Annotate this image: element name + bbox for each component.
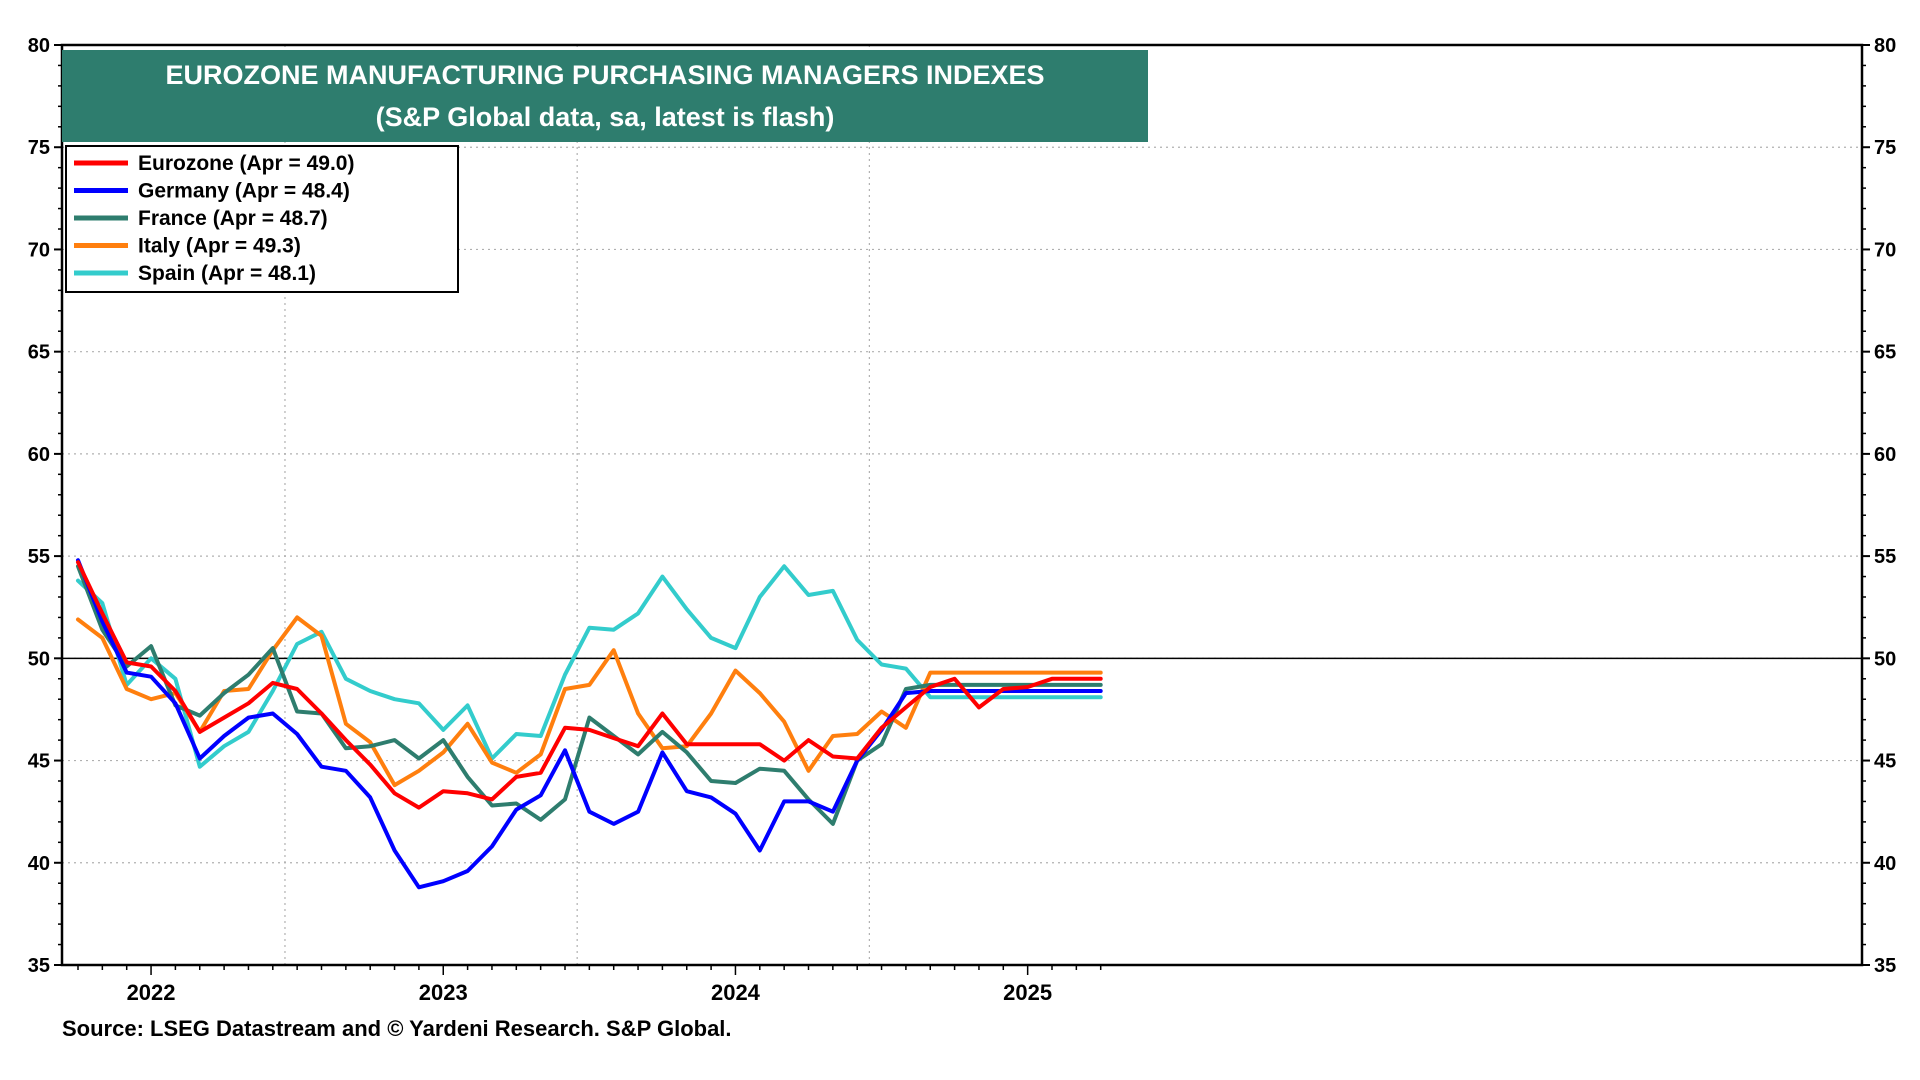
y-tick-label-right: 70 [1874, 239, 1896, 261]
y-tick-label-right: 75 [1874, 137, 1896, 159]
source-note: Source: LSEG Datastream and © Yardeni Re… [62, 1016, 732, 1041]
y-tick-label-left: 35 [28, 955, 50, 977]
y-tick-label-left: 80 [28, 35, 50, 57]
legend-label-germany: Germany (Apr = 48.4) [138, 180, 350, 203]
y-tick-label-right: 80 [1874, 35, 1896, 57]
series-line-italy [76, 615, 1103, 788]
series-line-france [76, 564, 1103, 826]
series-layer [76, 558, 1103, 890]
plot-frame [60, 43, 1864, 967]
y-tick-label-left: 45 [28, 751, 50, 773]
y-tick-label-left: 60 [28, 444, 50, 466]
legend-label-eurozone: Eurozone (Apr = 49.0) [138, 152, 354, 175]
legend-label-spain: Spain (Apr = 48.1) [138, 262, 316, 285]
y-tick-label-right: 50 [1874, 648, 1896, 670]
y-tick-label-left: 40 [28, 853, 50, 875]
x-tick-label: 2025 [1003, 980, 1052, 1005]
x-tick-label: 2022 [127, 980, 176, 1005]
x-tick-label: 2024 [711, 980, 761, 1005]
y-tick-label-right: 45 [1874, 751, 1896, 773]
y-tick-label-left: 75 [28, 137, 50, 159]
legend-label-italy: Italy (Apr = 49.3) [138, 235, 301, 258]
y-tick-label-left: 50 [28, 648, 50, 670]
legend: Eurozone (Apr = 49.0) Germany (Apr = 48.4… [65, 145, 459, 293]
x-tick-label: 2023 [419, 980, 468, 1005]
chart-title: EUROZONE MANUFACTURING PURCHASING MANAGE… [165, 60, 1044, 90]
axes: 35 35 40 40 45 45 50 50 55 55 60 60 65 65 70 70 75 75 80 80… [28, 35, 1897, 1005]
title-box: EUROZONE MANUFACTURING PURCHASING MANAGE… [62, 50, 1148, 142]
series-line-germany [76, 558, 1103, 890]
series-line-eurozone [76, 560, 1103, 810]
legend-label-france: France (Apr = 48.7) [138, 207, 328, 230]
y-tick-label-right: 55 [1874, 546, 1896, 568]
chart-subtitle: (S&P Global data, sa, latest is flash) [376, 102, 835, 132]
y-tick-label-left: 55 [28, 546, 50, 568]
y-tick-label-right: 65 [1874, 342, 1896, 364]
y-tick-label-right: 40 [1874, 853, 1896, 875]
y-tick-label-right: 35 [1874, 955, 1896, 977]
series-line-spain [76, 564, 1103, 769]
y-tick-label-left: 70 [28, 239, 50, 261]
y-tick-label-right: 60 [1874, 444, 1896, 466]
y-tick-label-left: 65 [28, 342, 50, 364]
